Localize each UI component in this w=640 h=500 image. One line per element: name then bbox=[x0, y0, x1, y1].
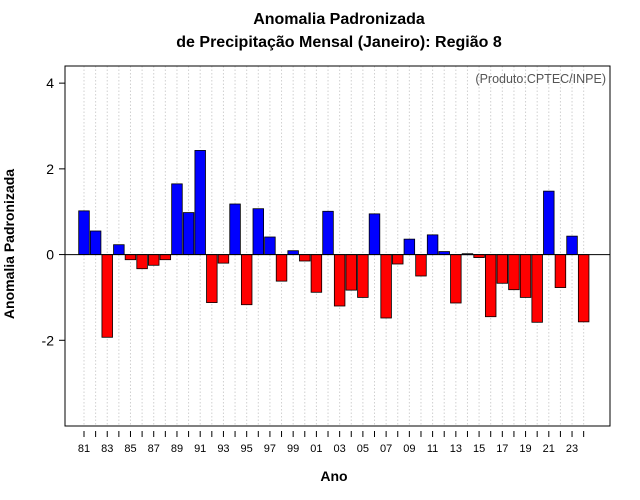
bar-99 bbox=[287, 250, 299, 255]
bar-98 bbox=[275, 254, 288, 282]
x-tick-label: 87 bbox=[148, 443, 160, 455]
chart-title-line2: de Precipitação Mensal (Janeiro): Região… bbox=[176, 34, 502, 51]
bar-10 bbox=[415, 254, 427, 277]
bar-83 bbox=[101, 254, 113, 338]
bar-93 bbox=[217, 254, 230, 264]
x-tick-label: 91 bbox=[194, 443, 206, 455]
bar-97 bbox=[264, 236, 276, 255]
bar-24 bbox=[577, 254, 590, 323]
x-tick-label: 13 bbox=[450, 443, 462, 455]
x-tick-label: 07 bbox=[380, 443, 392, 455]
bar-86 bbox=[136, 254, 148, 270]
y-tick-label: -2 bbox=[42, 332, 55, 348]
x-tick-label: 09 bbox=[403, 443, 415, 455]
plot-frame bbox=[64, 65, 611, 427]
y-tick-label: 4 bbox=[46, 75, 54, 91]
x-tick-label: 05 bbox=[357, 443, 369, 455]
credit-label: (Produto:CPTEC/INPE) bbox=[475, 72, 606, 86]
x-axis-title: Ano bbox=[320, 468, 347, 484]
bar-22 bbox=[554, 254, 567, 288]
bar-13 bbox=[450, 254, 462, 304]
x-tick-label: 21 bbox=[543, 443, 555, 455]
bar-95 bbox=[240, 254, 253, 306]
bar-03 bbox=[333, 254, 346, 307]
bar-00 bbox=[299, 254, 311, 262]
bar-07 bbox=[380, 254, 392, 319]
vertical-gridlines bbox=[83, 66, 585, 426]
x-tick-label: 11 bbox=[427, 443, 438, 455]
bar-90 bbox=[182, 212, 195, 255]
chart-title-line1: Anomalia Padronizada bbox=[253, 11, 425, 28]
x-tick-label: 03 bbox=[334, 443, 346, 455]
bar-06 bbox=[368, 213, 381, 255]
bar-19 bbox=[519, 254, 532, 298]
x-tick-label: 23 bbox=[566, 443, 578, 455]
bar-85 bbox=[124, 254, 137, 261]
x-tick-label: 99 bbox=[287, 443, 299, 455]
bar-16 bbox=[484, 254, 497, 318]
x-tick-label: 19 bbox=[519, 443, 531, 455]
bar-84 bbox=[113, 244, 125, 255]
bar-81 bbox=[78, 210, 90, 255]
x-tick-label: 97 bbox=[264, 443, 276, 455]
bar-82 bbox=[89, 230, 102, 255]
x-tick-label: 95 bbox=[241, 443, 253, 455]
x-tick-label: 93 bbox=[217, 443, 229, 455]
x-tick-label: 83 bbox=[101, 443, 113, 455]
bar-18 bbox=[508, 254, 520, 291]
bar-05 bbox=[357, 254, 369, 298]
bar-02 bbox=[322, 210, 334, 255]
bar-94 bbox=[229, 203, 241, 255]
bar-23 bbox=[566, 235, 578, 255]
x-tick-label: 17 bbox=[496, 443, 508, 455]
y-axis-title: Anomalia Padronizada bbox=[1, 169, 17, 319]
bar-11 bbox=[426, 234, 439, 255]
x-tick-label: 85 bbox=[124, 443, 136, 455]
y-axis: -2 0 2 4 bbox=[42, 75, 65, 348]
bar-20 bbox=[531, 254, 543, 323]
bar-91 bbox=[194, 150, 206, 255]
y-tick-label: 0 bbox=[46, 247, 54, 263]
bars bbox=[78, 150, 590, 338]
bar-08 bbox=[392, 254, 404, 265]
bar-01 bbox=[310, 254, 323, 293]
bar-09 bbox=[403, 238, 416, 255]
bar-96 bbox=[252, 208, 265, 255]
bar-92 bbox=[206, 254, 218, 303]
bar-04 bbox=[345, 254, 357, 291]
x-axis: 81 83 85 87 89 91 93 95 97 99 01 03 05 07 09 11 13 15 17 19… bbox=[78, 431, 585, 455]
x-tick-label: 89 bbox=[171, 443, 183, 455]
bar-87 bbox=[148, 254, 160, 266]
x-tick-label: 81 bbox=[78, 443, 90, 455]
x-tick-label: 15 bbox=[473, 443, 485, 455]
bar-89 bbox=[171, 183, 183, 255]
bar-17 bbox=[496, 254, 509, 284]
bar-21 bbox=[543, 190, 555, 255]
bar-88 bbox=[159, 254, 172, 261]
y-tick-label: 2 bbox=[46, 161, 54, 177]
x-tick-label: 01 bbox=[310, 443, 322, 455]
